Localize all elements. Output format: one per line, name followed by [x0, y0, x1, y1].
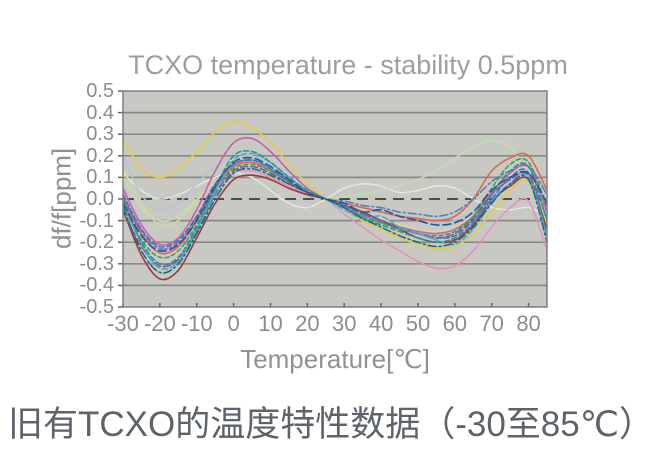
series-line-pale-white [123, 172, 547, 217]
x-tick-label: 0 [227, 311, 240, 336]
x-tick-label: 20 [295, 311, 320, 336]
y-tick-label: -0.5 [79, 296, 114, 318]
series-line-mint-green [123, 139, 547, 222]
x-tick-label: -10 [180, 311, 213, 336]
figure-caption: 旧有TCXO的温度特性数据（-30至85℃） [8, 405, 651, 444]
x-tick-label: -20 [143, 311, 176, 336]
x-tick-label: 30 [331, 311, 357, 336]
series-group [123, 120, 547, 281]
series-line-cyan [123, 152, 547, 271]
x-tick-label: 70 [479, 311, 504, 336]
series-line-purple [123, 165, 547, 268]
y-axis-title: df/f[ppm] [46, 147, 77, 249]
x-tick-label: 50 [405, 311, 431, 336]
x-tick-label: 10 [258, 311, 283, 336]
plot-border [122, 90, 548, 308]
series-line-dark-teal [123, 167, 547, 274]
x-axis-title: Temperature[℃] [240, 344, 430, 374]
plot-canvas [118, 90, 548, 308]
y-tick-label: 0.5 [86, 80, 114, 102]
x-tick-label: 40 [368, 311, 394, 336]
x-tick-label: 80 [516, 311, 541, 336]
x-tick-label: 60 [442, 311, 468, 336]
series-line-navy [123, 156, 547, 252]
series-line-teal [123, 149, 547, 266]
chart-title: TCXO temperature - stability 0.5ppm [128, 50, 568, 80]
x-tick-label: -30 [107, 311, 139, 336]
